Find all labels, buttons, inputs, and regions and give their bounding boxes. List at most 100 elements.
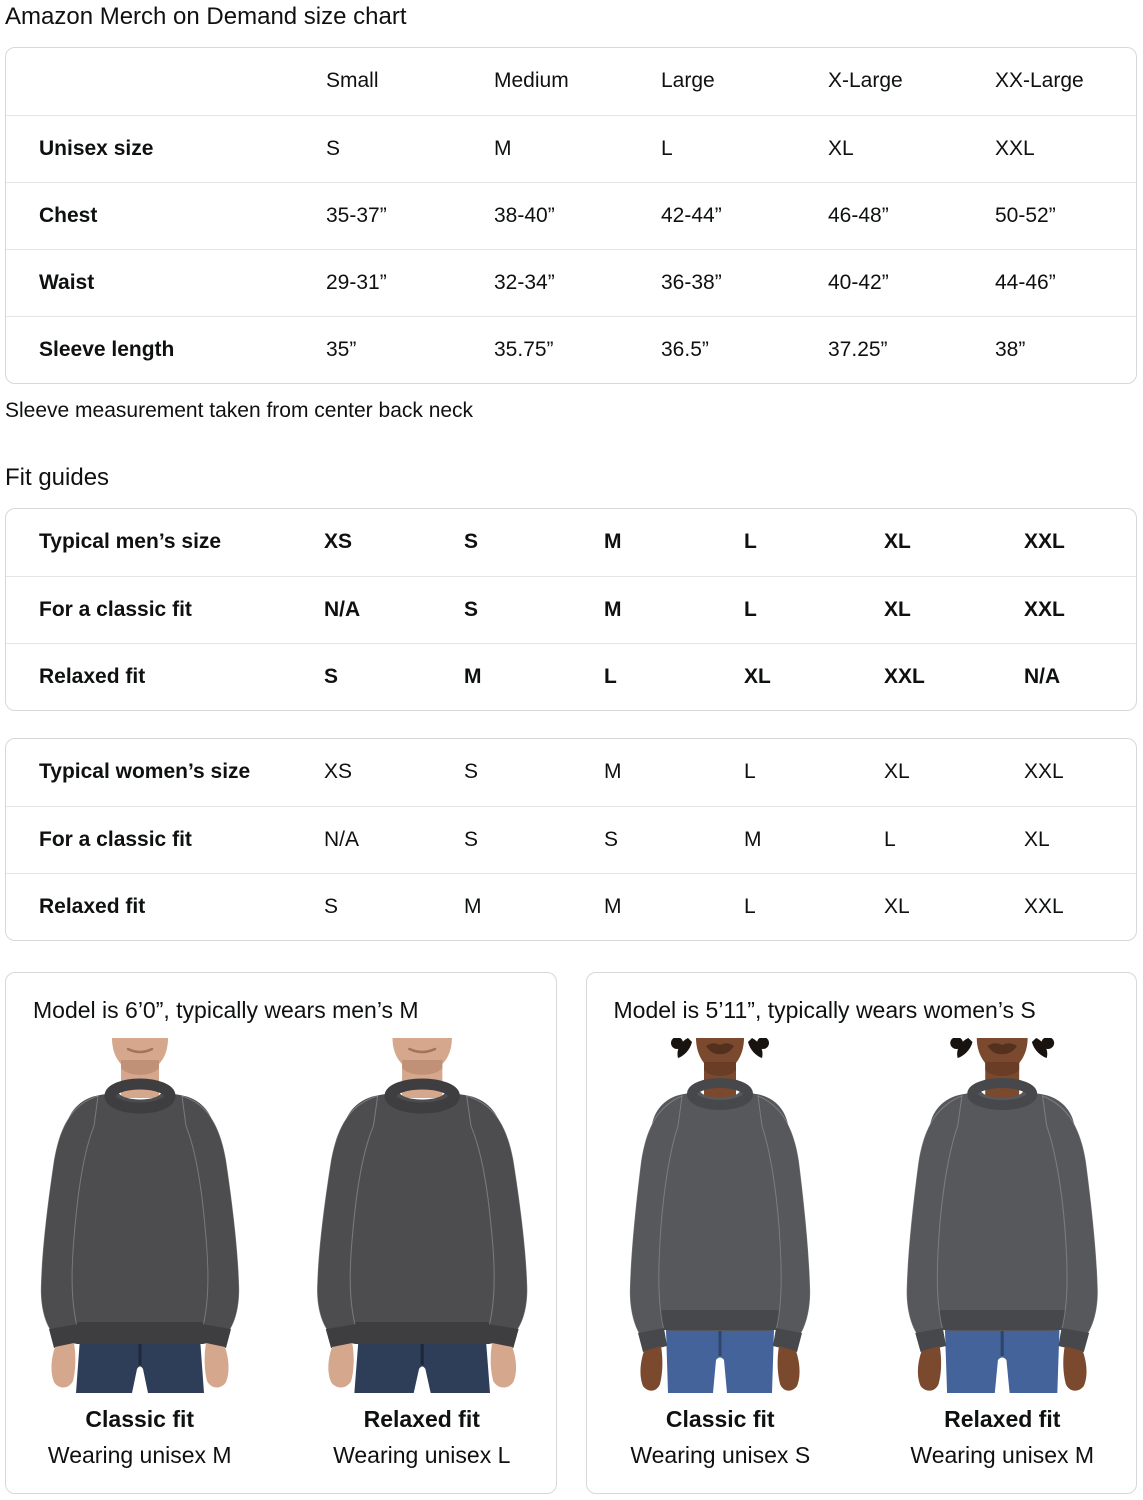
model-photo-classic-fit: Classic fit Wearing unisex S xyxy=(596,1038,844,1469)
cell: XS xyxy=(324,760,353,784)
model-description: Model is 6’0”, typically wears men’s M xyxy=(33,997,419,1023)
table-row-chest: Chest 35-37” 38-40” 42-44” 46-48” 50-52” xyxy=(6,181,1136,249)
cell: M xyxy=(604,760,622,784)
cell: XXL xyxy=(1024,530,1065,554)
row-label: For a classic fit xyxy=(6,575,324,643)
female-model-classic-image xyxy=(600,1038,840,1393)
cell: 50-52” xyxy=(995,181,1136,249)
cell: XL xyxy=(884,575,1024,643)
model-photos: Classic fit Wearing unisex M Relaxed fit… xyxy=(6,1038,556,1469)
cell: L xyxy=(661,114,828,182)
cell: XXL xyxy=(1024,872,1136,940)
cell: XXL xyxy=(1024,575,1136,643)
cell: L xyxy=(744,760,756,784)
photo-caption: Relaxed fit Wearing unisex M xyxy=(910,1393,1094,1469)
sleeve-measurement-note: Sleeve measurement taken from center bac… xyxy=(5,399,474,422)
fit-label: Relaxed fit xyxy=(944,1406,1061,1432)
fit-label: Classic fit xyxy=(665,1406,775,1432)
cell: 35.75” xyxy=(494,315,661,383)
cell: M xyxy=(494,114,661,182)
model-photo-relaxed-fit: Relaxed fit Wearing unisex M xyxy=(878,1038,1126,1469)
wearing-label: Wearing unisex L xyxy=(333,1442,511,1468)
cell: XXL xyxy=(1024,760,1064,784)
cell: M xyxy=(604,872,744,940)
cell: L xyxy=(744,575,884,643)
table-row-womens-relaxed-fit: Relaxed fit S M M L XL XXL xyxy=(6,872,1136,940)
model-photos: Classic fit Wearing unisex S Relaxed fit… xyxy=(587,1038,1137,1469)
cell: XL xyxy=(1024,805,1136,873)
womens-fit-guide-table: Typical women’s size XS S M L XL XXL For… xyxy=(5,738,1137,941)
cell: S xyxy=(464,530,479,554)
column-header-medium: Medium xyxy=(494,69,569,93)
cell: S xyxy=(464,575,604,643)
cell: M xyxy=(604,575,744,643)
cell: S xyxy=(326,114,494,182)
cell: S xyxy=(324,872,464,940)
cell: L xyxy=(884,805,1024,873)
row-label: Typical women’s size xyxy=(39,760,251,784)
cell: 35-37” xyxy=(326,181,494,249)
cell: S xyxy=(464,760,479,784)
row-label: Typical men’s size xyxy=(39,530,222,554)
cell: 35” xyxy=(326,315,494,383)
cell: N/A xyxy=(324,805,464,873)
cell: M xyxy=(464,642,604,710)
photo-caption: Classic fit Wearing unisex S xyxy=(630,1393,810,1469)
cell: XL xyxy=(828,114,995,182)
table-row-typical-womens-size: Typical women’s size XS S M L XL XXL xyxy=(6,739,1136,806)
column-header-large: Large xyxy=(661,69,715,93)
cell: S xyxy=(464,805,604,873)
cell: N/A xyxy=(324,575,464,643)
cell: S xyxy=(324,642,464,710)
page-title: Amazon Merch on Demand size chart xyxy=(5,3,407,30)
column-header-small: Small xyxy=(326,69,379,93)
table-row-mens-relaxed-fit: Relaxed fit S M L XL XXL N/A xyxy=(6,642,1136,710)
cell: 37.25” xyxy=(828,315,995,383)
cell: XXL xyxy=(884,642,1024,710)
row-label: Waist xyxy=(6,248,326,316)
fit-label: Relaxed fit xyxy=(363,1406,480,1432)
row-label: Relaxed fit xyxy=(6,642,324,710)
cell: 36.5” xyxy=(661,315,828,383)
table-row-waist: Waist 29-31” 32-34” 36-38” 40-42” 44-46” xyxy=(6,248,1136,316)
table-row-womens-classic-fit: For a classic fit N/A S S M L XL xyxy=(6,805,1136,873)
wearing-label: Wearing unisex M xyxy=(47,1442,232,1468)
row-label: Relaxed fit xyxy=(6,872,324,940)
row-label: Sleeve length xyxy=(6,315,326,383)
cell: XXL xyxy=(995,114,1136,182)
cell: 40-42” xyxy=(828,248,995,316)
cell: S xyxy=(604,805,744,873)
cell: 36-38” xyxy=(661,248,828,316)
row-label: For a classic fit xyxy=(6,805,324,873)
column-header-xxlarge: XX-Large xyxy=(995,69,1084,93)
cell: 32-34” xyxy=(494,248,661,316)
table-row-sleeve-length: Sleeve length 35” 35.75” 36.5” 37.25” 38… xyxy=(6,315,1136,383)
size-chart-header-row: Small Medium Large X-Large XX-Large xyxy=(6,48,1136,115)
photo-caption: Relaxed fit Wearing unisex L xyxy=(333,1393,510,1469)
cell: L xyxy=(604,642,744,710)
cell: 42-44” xyxy=(661,181,828,249)
cell: XL xyxy=(744,642,884,710)
wearing-label: Wearing unisex S xyxy=(630,1442,811,1468)
cell: M xyxy=(464,872,604,940)
cell: M xyxy=(604,530,622,554)
cell: XL xyxy=(884,760,910,784)
model-card-womens: Model is 5’11”, typically wears women’s … xyxy=(585,972,1137,1494)
table-row-mens-classic-fit: For a classic fit N/A S M L XL XXL xyxy=(6,575,1136,643)
cell: 44-46” xyxy=(995,248,1136,316)
female-model-relaxed-image xyxy=(882,1038,1122,1393)
cell: L xyxy=(744,530,757,554)
table-row-typical-mens-size: Typical men’s size XS S M L XL XXL xyxy=(6,509,1136,576)
model-photo-relaxed-fit: Relaxed fit Wearing unisex L xyxy=(298,1038,546,1469)
column-header-xlarge: X-Large xyxy=(828,69,903,93)
cell: 38-40” xyxy=(494,181,661,249)
fit-guides-heading: Fit guides xyxy=(5,464,110,491)
male-model-classic-image xyxy=(20,1038,260,1393)
cell: N/A xyxy=(1024,642,1136,710)
cell: XL xyxy=(884,530,911,554)
size-chart-table: Small Medium Large X-Large XX-Large Unis… xyxy=(5,47,1137,384)
model-cards: Model is 6’0”, typically wears men’s M C… xyxy=(5,972,1137,1494)
corner-cell xyxy=(6,48,326,115)
row-label: Unisex size xyxy=(6,114,326,182)
